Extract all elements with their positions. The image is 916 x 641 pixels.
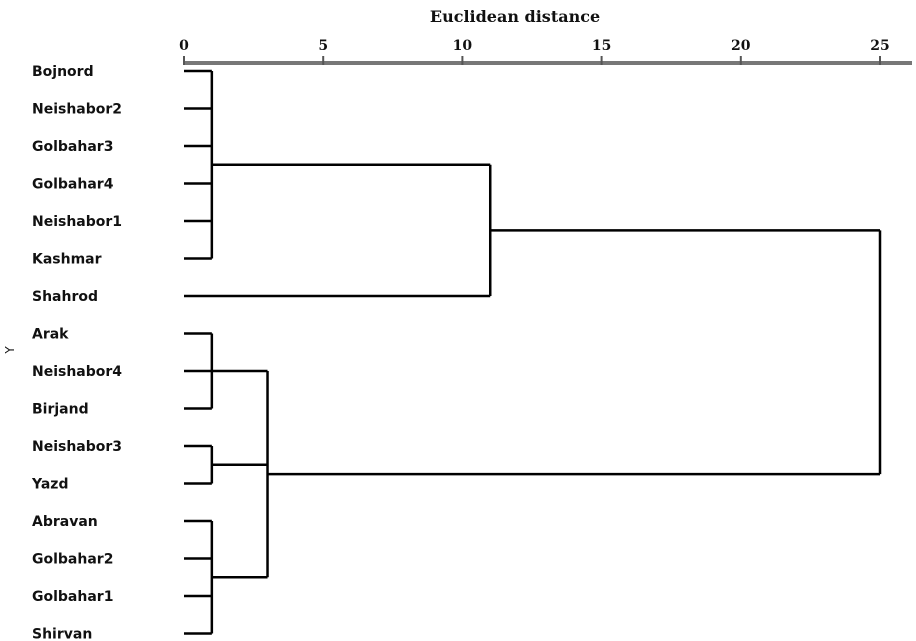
x-axis: 0 5 10 15 20 25 [179, 38, 912, 65]
leaf-label-abravan: Abravan [32, 514, 98, 530]
leaf-label-shahrod: Shahrod [32, 289, 98, 305]
leaf-label-golbahar2: Golbahar2 [32, 552, 113, 568]
leaf-label-golbahar4: Golbahar4 [32, 177, 114, 193]
x-tick-label-25: 25 [870, 38, 889, 54]
x-axis-title: Euclidean distance [430, 7, 600, 26]
leaf-label-neishabor1: Neishabor1 [32, 214, 122, 230]
leaf-labels: Bojnord Neishabor2 Golbahar3 Golbahar4 Neish… [31, 64, 122, 641]
leaf-label-golbahar1: Golbahar1 [32, 589, 113, 605]
x-tick-label-20: 20 [731, 38, 751, 54]
leaf-label-yazd: Yazd [31, 477, 68, 493]
leaf-label-shirvan: Shirvan [32, 627, 92, 641]
leaf-label-neishabor2: Neishabor2 [32, 102, 122, 118]
y-axis-label: Y [3, 346, 17, 355]
leaf-label-bojnord: Bojnord [32, 64, 94, 80]
leaf-label-birjand: Birjand [32, 402, 89, 418]
leaf-label-kashmar: Kashmar [32, 252, 102, 268]
x-tick-label-10: 10 [453, 38, 473, 54]
dendrogram-links [184, 69, 882, 635]
leaf-label-neishabor3: Neishabor3 [32, 439, 122, 455]
x-tick-label-15: 15 [592, 38, 611, 54]
x-tick-label-5: 5 [318, 38, 328, 54]
leaf-label-arak: Arak [32, 327, 69, 343]
x-tick-label-0: 0 [179, 38, 189, 54]
leaf-label-golbahar3: Golbahar3 [32, 139, 113, 155]
leaf-label-neishabor4: Neishabor4 [32, 364, 122, 380]
